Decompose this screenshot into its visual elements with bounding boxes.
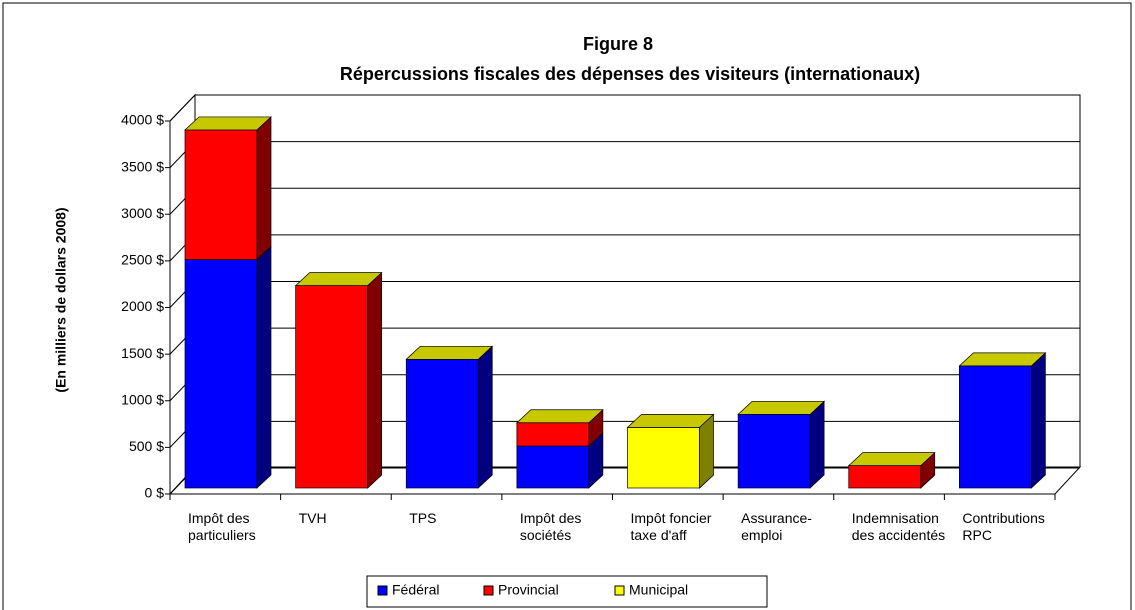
legend-label: Municipal	[629, 582, 688, 598]
bar	[295, 285, 368, 489]
bar-top	[958, 352, 1047, 367]
bar-side	[256, 116, 272, 261]
x-tick-label: Assurance-emploi	[741, 510, 812, 543]
legend-label: Provincial	[498, 582, 559, 598]
legend-label: Fédéral	[392, 582, 439, 598]
bar	[516, 445, 590, 489]
bar-top	[626, 414, 715, 428]
bar-side	[1031, 352, 1046, 489]
x-tick-label: Impôt des particuliers	[188, 510, 256, 543]
x-tick-label: TPS	[409, 510, 437, 526]
bar	[184, 259, 258, 489]
chart-subtitle: Répercussions fiscales des dépenses des …	[340, 64, 920, 84]
legend-box	[366, 575, 768, 608]
bar	[405, 358, 479, 489]
y-tick-label: 0 $	[145, 485, 165, 501]
bar	[737, 413, 811, 489]
legend-swatch	[377, 585, 388, 596]
bar-top	[847, 452, 936, 466]
bar-top	[294, 272, 383, 286]
y-tick-label: 2500 $	[121, 252, 164, 268]
x-tick-label: Contributions RPC	[962, 510, 1045, 543]
bar	[184, 129, 258, 260]
grid-line	[169, 94, 1080, 122]
y-tick-label: 1000 $	[121, 391, 164, 407]
x-tick-label: Impôt des sociétés	[519, 510, 582, 543]
bar-side	[256, 245, 272, 489]
y-tick-label: 3000 $	[121, 205, 164, 221]
y-tick-label: 3500 $	[121, 158, 164, 174]
bar-top	[515, 409, 604, 424]
bar	[627, 427, 700, 489]
legend-swatch	[614, 585, 625, 596]
bar	[516, 422, 590, 447]
bar-side	[477, 345, 493, 489]
y-axis-label: (En milliers de dollars 2008)	[53, 207, 69, 392]
legend-swatch	[483, 585, 494, 596]
bar-side	[367, 271, 382, 489]
y-tick-label: 2000 $	[121, 298, 164, 314]
bar	[959, 365, 1032, 489]
bar-side	[809, 400, 825, 489]
bar-top	[184, 116, 272, 131]
y-tick-label: 4000 $	[121, 112, 164, 128]
y-tick-label: 1500 $	[121, 345, 164, 361]
bar	[848, 465, 922, 489]
x-tick-label: TVH	[298, 510, 327, 526]
x-tick-label: Indemnisation des accidentés	[851, 510, 946, 543]
bar-top	[737, 400, 826, 415]
bar-top	[405, 345, 494, 360]
y-tick-label: 500 $	[129, 438, 164, 454]
x-tick-label: Impôt foncier taxe d'aff	[630, 510, 712, 543]
chart-title: Figure 8	[583, 34, 653, 54]
